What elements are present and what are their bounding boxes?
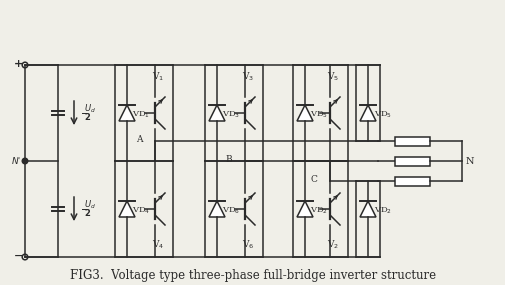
Text: VD$_2$: VD$_2$ xyxy=(373,206,391,216)
Polygon shape xyxy=(296,105,313,121)
Text: −: − xyxy=(14,251,24,261)
Text: $U_d$: $U_d$ xyxy=(84,199,95,211)
Polygon shape xyxy=(209,105,225,121)
Circle shape xyxy=(22,158,28,164)
Bar xyxy=(394,137,429,146)
Bar xyxy=(394,176,429,186)
Text: VD$_6$: VD$_6$ xyxy=(221,206,240,216)
Text: V$_4$: V$_4$ xyxy=(152,239,164,251)
Text: V$_3$: V$_3$ xyxy=(241,71,254,83)
Text: A: A xyxy=(135,135,142,144)
Bar xyxy=(394,156,429,166)
Text: VD$_4$: VD$_4$ xyxy=(132,206,150,216)
Text: $\bf{2}$: $\bf{2}$ xyxy=(84,207,91,219)
Text: V$_2$: V$_2$ xyxy=(326,239,338,251)
Text: $U_d$: $U_d$ xyxy=(84,103,95,115)
Text: VD$_1$: VD$_1$ xyxy=(132,110,149,120)
Polygon shape xyxy=(359,201,375,217)
Text: VD$_2$: VD$_2$ xyxy=(310,206,327,216)
Text: V$_5$: V$_5$ xyxy=(326,71,338,83)
Text: +: + xyxy=(14,59,24,69)
Text: N: N xyxy=(465,156,473,166)
Text: VD$_3$: VD$_3$ xyxy=(221,110,240,120)
Text: FIG3.  Voltage type three-phase full-bridge inverter structure: FIG3. Voltage type three-phase full-brid… xyxy=(70,268,435,282)
Text: VD$_5$: VD$_5$ xyxy=(373,110,391,120)
Text: N': N' xyxy=(11,156,21,166)
Polygon shape xyxy=(359,105,375,121)
Polygon shape xyxy=(119,105,135,121)
Text: C: C xyxy=(310,174,317,184)
Polygon shape xyxy=(296,201,313,217)
Text: V$_6$: V$_6$ xyxy=(241,239,254,251)
Text: VD$_5$: VD$_5$ xyxy=(310,110,327,120)
Text: $\bf{2}$: $\bf{2}$ xyxy=(84,111,91,123)
Polygon shape xyxy=(119,201,135,217)
Polygon shape xyxy=(209,201,225,217)
Text: V$_1$: V$_1$ xyxy=(152,71,164,83)
Text: B: B xyxy=(225,154,232,164)
